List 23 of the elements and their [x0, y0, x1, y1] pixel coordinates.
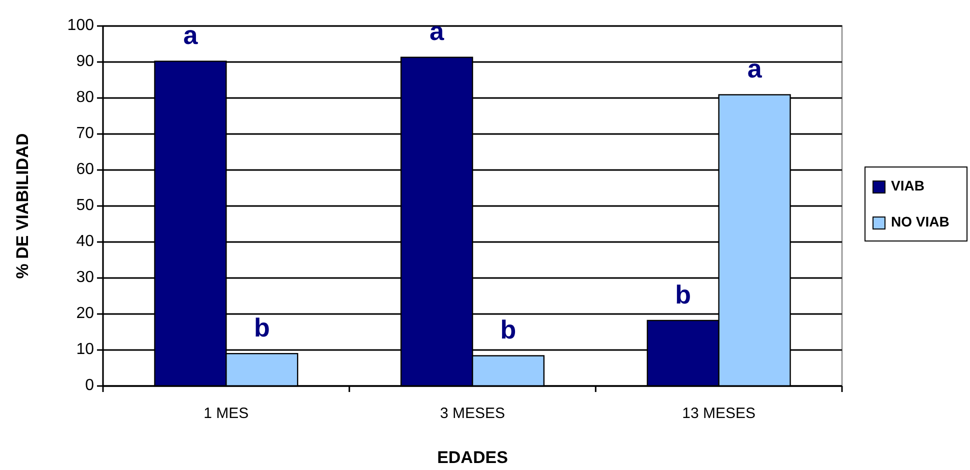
- y-tick-label: 100: [67, 17, 94, 34]
- y-tick-label: 50: [76, 197, 94, 214]
- y-tick-label: 90: [76, 53, 94, 70]
- y-axis-title: % DE VIABILIDAD: [13, 133, 32, 279]
- x-tick-label: 1 MES: [204, 405, 249, 422]
- legend-label: NO VIAB: [891, 214, 950, 230]
- x-axis-title: EDADES: [437, 448, 508, 467]
- y-tick-label: 70: [76, 125, 94, 142]
- y-tick-label: 80: [76, 89, 94, 106]
- annotation: b: [254, 312, 270, 342]
- legend-label: VIAB: [891, 178, 924, 194]
- y-tick-label: 30: [76, 269, 94, 286]
- y-tick-label: 10: [76, 341, 94, 358]
- annotation: a: [747, 54, 762, 84]
- y-tick-label: 40: [76, 233, 94, 250]
- y-tick-label: 20: [76, 305, 94, 322]
- y-tick-label: 60: [76, 161, 94, 178]
- annotation: b: [675, 279, 692, 310]
- x-tick-label: 13 MESES: [682, 405, 756, 422]
- y-tick-label: 0: [85, 377, 94, 394]
- annotation: a: [183, 20, 198, 50]
- x-tick-label: 3 MESES: [440, 405, 506, 422]
- annotation: b: [500, 314, 516, 345]
